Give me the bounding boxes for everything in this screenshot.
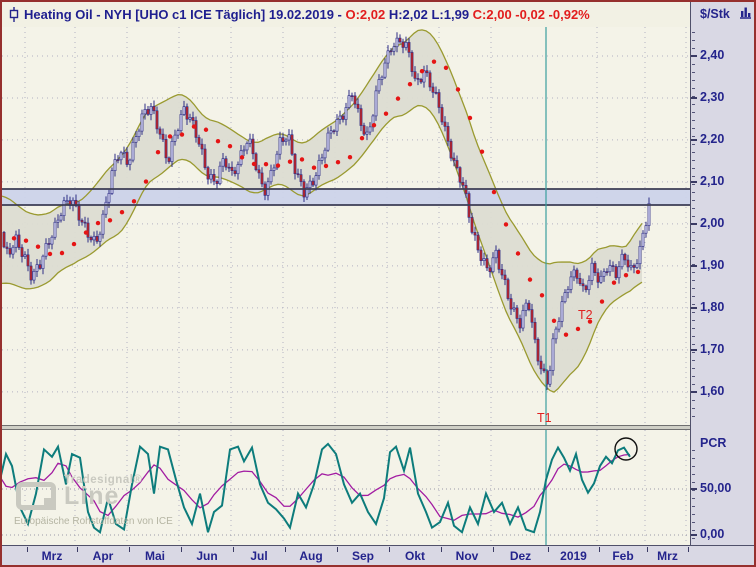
time-axis[interactable]: Mrz Apr Mai Jun Jul Aug Sep Okt Nov Dez 2019 Feb Mrz [2,545,754,565]
month-label: 2019 [560,549,587,563]
bar-chart-icon[interactable] [739,6,752,19]
month-tick [688,547,689,552]
month-label: Feb [612,549,634,563]
price-tick-label: 2,20 [700,131,725,146]
price-tick-label: 1,80 [700,299,725,314]
month-label: Mrz [657,549,678,563]
price-tick [691,138,697,141]
price-tick [691,306,697,309]
month-tick [285,547,286,552]
month-tick [599,547,600,552]
pcr-axis-minor-ticks [692,450,695,542]
annotation-t2[interactable]: T2 [578,308,593,322]
panel-separator[interactable] [2,425,754,430]
watermark: Tradesignal® Line Europäische Rohstoffda… [12,468,242,538]
title-segment: Heating Oil - NYH [UHO c1 ICE Täglich] 1… [24,7,346,22]
price-tick [691,264,697,267]
month-label: Apr [92,549,114,563]
month-tick [548,547,549,552]
month-label: Sep [351,549,375,563]
price-axis-unit: $/Stk [700,7,730,21]
month-label: Jun [196,549,218,563]
month-tick [27,547,28,552]
month-label: Jul [250,549,268,563]
price-tick-label: 1,60 [700,383,725,398]
price-tick-label: 2,00 [700,215,725,230]
price-tick [691,222,697,225]
month-tick [129,547,130,552]
price-tick-label: 2,30 [700,89,725,104]
month-tick [77,547,78,552]
pcr-tick [691,488,697,490]
month-label: Mrz [41,549,63,563]
month-tick [181,547,182,552]
title-segment: H:2,02 L:1,99 [388,7,473,22]
pcr-tick [691,534,697,536]
chart-title-bar: Heating Oil - NYH [UHO c1 ICE Täglich] 1… [2,2,690,27]
price-chart-panel[interactable]: T1 31.12.2018 T2 [2,27,690,441]
price-tick [691,96,697,99]
chart-title: Heating Oil - NYH [UHO c1 ICE Täglich] 1… [24,7,590,22]
price-tick-label: 1,70 [700,341,725,356]
price-tick [691,390,697,393]
data-source-text: Europäische Rohstoffdaten von ICE [14,516,173,527]
watermark-logo-notch [44,498,56,510]
price-axis-minor-ticks [692,32,695,424]
pcr-axis-label: PCR [700,436,727,450]
month-tick [647,547,648,552]
pcr-chart-canvas[interactable] [2,430,690,545]
month-tick [389,547,390,552]
annotation-t1[interactable]: T1 [537,411,552,425]
price-tick-label: 2,40 [700,47,725,62]
month-tick [441,547,442,552]
price-tick-label: 1,90 [700,257,725,272]
price-axis[interactable]: $/Stk PCR 2,40 2,30 2,20 2,10 2,00 1,90 1,80 1,… [690,2,754,545]
month-label: Okt [404,549,426,563]
pcr-tick-label: 0,00 [700,527,725,541]
month-tick [337,547,338,552]
pcr-tick-label: 50,00 [700,481,732,495]
watermark-logo-text: Line [64,482,120,510]
price-tick [691,54,697,57]
watermark-logo [16,482,56,510]
title-segment: C:2,00 -0,02 -0,92% [472,7,590,22]
price-tick [691,348,697,351]
month-label: Dez [509,549,532,563]
month-label: Mai [144,549,166,563]
month-tick [493,547,494,552]
candlestick-icon[interactable] [8,7,20,22]
month-label: Nov [455,549,479,563]
pcr-indicator-panel[interactable] [2,430,690,545]
title-segment: O:2,02 [345,7,389,22]
month-tick [233,547,234,552]
price-tick-label: 2,10 [700,173,725,188]
month-label: Aug [299,549,323,563]
price-tick [691,180,697,183]
watermark-brand-text: Tradesignal® [64,474,143,486]
price-chart-canvas[interactable] [2,27,690,425]
